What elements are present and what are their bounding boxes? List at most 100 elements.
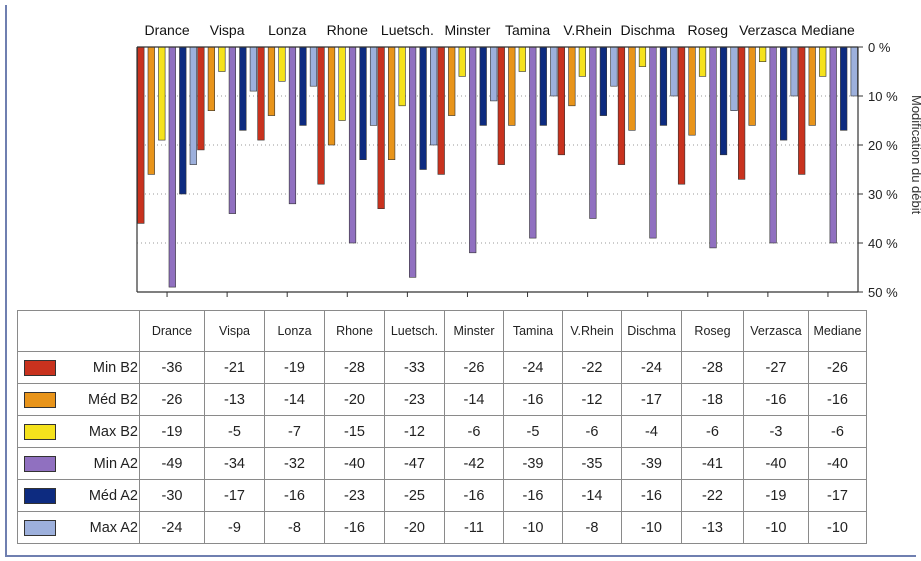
table-cell: -21 [204,351,265,384]
category-label: Dischma [620,22,675,38]
bar [638,46,647,67]
table-column-header: Vispa [204,310,265,352]
bar [388,46,396,160]
bar [719,46,728,156]
bar [759,46,767,62]
table-row: Max A2 -24 -9 -8 -16 -20 -11 -10 -8 -10 -13 -10 -10 [17,511,867,544]
figure-frame [5,5,916,557]
table-cell: -12 [384,415,445,448]
table-cell: -36 [139,351,205,384]
bar [469,46,477,254]
table-cell: -24 [139,511,205,544]
series-name: Max B2 [88,423,138,440]
table-cell: -5 [204,415,265,448]
table-cell: -14 [444,383,504,416]
bar [377,46,385,209]
table-cell: -4 [621,415,682,448]
table-cell: -13 [681,511,744,544]
bar [688,46,696,136]
legend-swatch [24,391,56,408]
table-cell: -14 [562,479,622,512]
series-name: Méd A2 [88,487,138,504]
bar [147,46,155,175]
bar [539,46,547,126]
bar [299,46,307,126]
bar [369,46,378,126]
y-tick-label: 20 % [868,138,898,153]
bar [239,46,247,131]
table-cell: -8 [562,511,622,544]
category-label: Verzasca [739,22,797,38]
table-corner-cell [17,310,140,352]
table-cell: -16 [808,383,867,416]
table-cell: -17 [621,383,682,416]
bar [327,46,336,146]
y-tick-labels: 0 % 10 % 20 % 30 % 40 % 50 % [868,40,898,300]
table-cell: -32 [264,447,325,480]
bar [628,46,636,131]
bar [309,46,318,87]
table-cell: -40 [743,447,809,480]
table-cell: -16 [743,383,809,416]
series-name: Min B2 [92,359,138,376]
table-cell: -26 [808,351,867,384]
table-row: Méd B2 -26 -13 -14 -20 -23 -14 -16 -12 -17 -18 -16-… [17,383,867,416]
series-name: Min A2 [93,455,138,472]
y-tick-label: 30 % [868,187,898,202]
table-cell: -47 [384,447,445,480]
table-cell: -28 [681,351,744,384]
bar [780,46,788,141]
table-cell: -8 [264,511,325,544]
legend-swatch [24,423,56,440]
axes [136,46,863,297]
bar [288,46,297,205]
bar [228,46,236,214]
table-cell: -7 [264,415,325,448]
table-cell: -42 [444,447,504,480]
bar [617,46,626,165]
legend-swatch [24,359,56,376]
table-cell: -16 [503,479,563,512]
bar [589,46,597,219]
series-legend-cell: Max B2 [17,415,140,448]
series-legend-cell: Min A2 [17,447,140,480]
legend-swatch [24,455,56,472]
y-axis-label: Modification du débit [909,95,921,215]
table-column-header: Roseg [681,310,744,352]
table-row: Méd A2 -30 -17 -16 -23 -25 -16 -16 -14 -16 -22 -19-… [17,479,867,512]
table-cell: -16 [444,479,504,512]
bar [490,46,498,102]
bar [599,46,607,116]
bar [249,46,257,92]
bar [677,46,686,185]
bar [518,46,526,72]
bar [267,46,276,116]
data-table: Drance Vispa Lonza Rhone Luetsch. Minster Tami… [17,310,867,544]
bar [419,46,427,170]
series-legend-cell: Min B2 [17,351,140,384]
table-cell: -24 [503,351,563,384]
table-cell: -18 [681,383,744,416]
table-cell: -19 [264,351,325,384]
table-cell: -10 [621,511,682,544]
series-name: Méd B2 [88,391,138,408]
table-cell: -3 [743,415,809,448]
bar [168,46,176,288]
table-cell: -40 [808,447,867,480]
table-cell: -10 [808,511,867,544]
table-cell: -19 [139,415,205,448]
bar [189,46,197,165]
bar [819,46,827,77]
table-cell: -24 [621,351,682,384]
table-column-header: Rhone [324,310,385,352]
category-label: Luetsch. [381,22,434,38]
bar [218,46,226,72]
y-tick-label: 50 % [868,285,898,300]
table-cell: -28 [324,351,385,384]
table-column-header: Minster [444,310,504,352]
table-cell: -25 [384,479,445,512]
table-row: Min A2 -49 -34 -32 -40 -47 -42 -39 -35 -39 -41 -40-… [17,447,867,480]
table-cell: -40 [324,447,385,480]
table-cell: -35 [562,447,622,480]
table-column-header: Tamina [503,310,563,352]
